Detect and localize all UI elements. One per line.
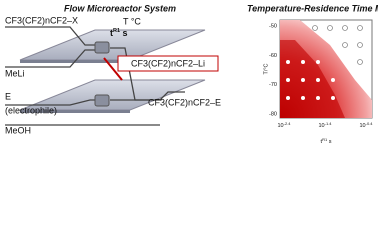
electrophile: E (5, 91, 11, 101)
temperature: T °C (123, 16, 141, 26)
x-label: tR1 s (321, 137, 332, 145)
plates (19, 29, 206, 113)
reagent: MeLi (5, 68, 25, 78)
intermediate-box (117, 55, 219, 72)
y-tick-label: -50 (269, 23, 277, 29)
y-tick-label: -70 (269, 82, 277, 88)
residence-time: tR1 s (110, 28, 128, 38)
intermediate: CF3(CF2)nCF2–Li (131, 58, 205, 68)
x-tick-label: 10-0.4 (359, 121, 373, 129)
map-title: Temperature-Residence Time Map (247, 3, 378, 13)
y-tick-label: -60 (269, 53, 277, 59)
left-title: Flow Microreactor System (64, 3, 176, 13)
x-tick-label: 10-1.4 (318, 121, 332, 129)
electrophile-note: (electrophile) (5, 105, 57, 115)
graphical-abstract: Flow Microreactor System CF3(CF2)nCF2–X … (5, 3, 378, 145)
mixer (94, 94, 110, 107)
residence-tube (103, 57, 123, 81)
y-label: T/°C (263, 63, 269, 74)
map (279, 19, 373, 119)
x-tick-label: 10-2.4 (277, 121, 291, 129)
mixer (94, 41, 110, 54)
y-tick-label: -80 (269, 111, 277, 117)
product: CF3(CF2)nCF2–E (148, 97, 221, 107)
substrate: CF3(CF2)nCF2–X (5, 15, 78, 25)
quench: MeOH (5, 125, 31, 135)
